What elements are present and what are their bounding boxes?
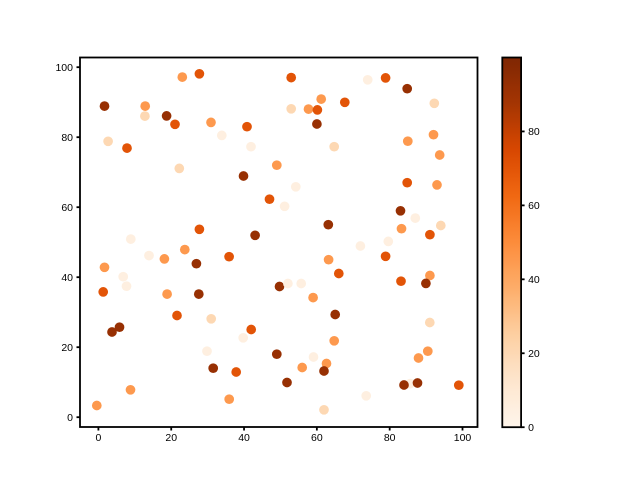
svg-text:20: 20 — [528, 348, 540, 360]
svg-text:80: 80 — [528, 126, 540, 138]
svg-text:60: 60 — [528, 200, 540, 212]
svg-text:100: 100 — [454, 432, 472, 444]
svg-text:0: 0 — [528, 422, 534, 434]
svg-text:60: 60 — [61, 202, 73, 214]
svg-text:80: 80 — [61, 132, 73, 144]
svg-text:60: 60 — [311, 432, 323, 444]
svg-text:0: 0 — [67, 412, 73, 424]
svg-text:100: 100 — [55, 62, 73, 74]
svg-text:40: 40 — [61, 272, 73, 284]
svg-text:20: 20 — [165, 432, 177, 444]
svg-text:0: 0 — [95, 432, 101, 444]
svg-text:80: 80 — [384, 432, 396, 444]
svg-text:20: 20 — [61, 342, 73, 354]
svg-text:40: 40 — [528, 274, 540, 286]
svg-text:40: 40 — [238, 432, 250, 444]
